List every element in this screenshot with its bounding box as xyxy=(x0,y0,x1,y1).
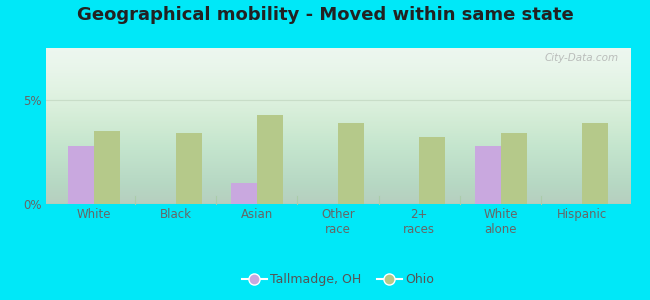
Legend: Tallmadge, OH, Ohio: Tallmadge, OH, Ohio xyxy=(237,268,439,291)
Bar xyxy=(338,123,364,204)
Text: Geographical mobility - Moved within same state: Geographical mobility - Moved within sam… xyxy=(77,6,573,24)
Bar xyxy=(500,133,526,204)
Bar xyxy=(474,146,500,204)
Bar xyxy=(419,137,445,204)
Text: City-Data.com: City-Data.com xyxy=(545,53,619,63)
Bar xyxy=(176,133,202,204)
Bar xyxy=(68,146,94,204)
Bar xyxy=(257,115,283,204)
Bar xyxy=(582,123,608,204)
Bar xyxy=(231,183,257,204)
Bar xyxy=(94,131,120,204)
